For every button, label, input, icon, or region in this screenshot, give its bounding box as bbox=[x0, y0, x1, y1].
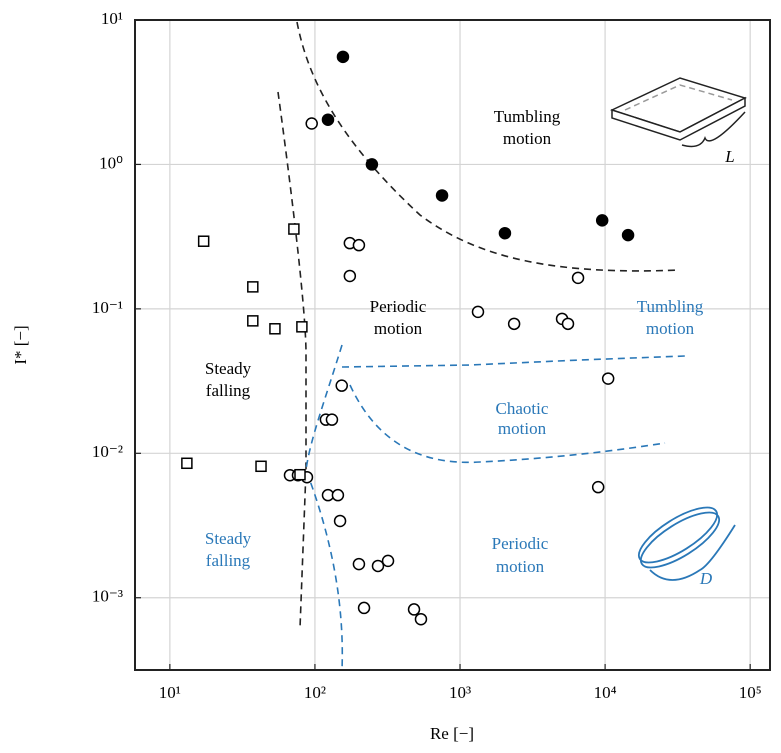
data-point bbox=[321, 113, 335, 126]
data-point bbox=[343, 269, 357, 283]
y-axis-label: I* [−] bbox=[11, 325, 30, 364]
data-point bbox=[333, 514, 347, 528]
plot-frame bbox=[134, 19, 771, 671]
data-point bbox=[181, 457, 193, 470]
annotation: Periodic bbox=[492, 534, 549, 553]
data-point bbox=[255, 460, 267, 473]
y-tick-label: 10⁻¹ bbox=[92, 298, 123, 317]
boundary-curve bbox=[277, 91, 307, 629]
data-point bbox=[269, 323, 281, 335]
data-point bbox=[288, 223, 300, 235]
boundary-curve bbox=[341, 355, 686, 368]
data-point bbox=[296, 321, 308, 333]
x-tick-label: 10³ bbox=[449, 683, 471, 702]
data-point bbox=[595, 214, 609, 227]
data-point bbox=[381, 554, 395, 568]
data-point bbox=[571, 271, 585, 285]
data-point bbox=[498, 226, 512, 240]
data-point bbox=[331, 488, 345, 502]
x-axis-label: Re [−] bbox=[430, 724, 474, 743]
boundary-curve bbox=[349, 384, 666, 464]
annotation: Steady bbox=[205, 529, 252, 548]
y-tick-label: 10⁻² bbox=[92, 442, 123, 461]
annotation: motion bbox=[646, 319, 695, 338]
data-point bbox=[601, 372, 615, 385]
data-point bbox=[414, 612, 428, 626]
data-point bbox=[371, 559, 385, 573]
x-tick-label: 10⁵ bbox=[739, 683, 762, 702]
data-point bbox=[197, 235, 210, 247]
y-tick-label: 10⁻³ bbox=[92, 587, 123, 606]
data-point bbox=[357, 601, 371, 615]
data-point bbox=[325, 413, 339, 426]
annotation: Tumbling bbox=[494, 107, 561, 126]
data-point bbox=[435, 189, 449, 202]
boundary-curve bbox=[305, 344, 344, 671]
data-point bbox=[561, 317, 575, 331]
data-point bbox=[335, 379, 348, 392]
plate-icon bbox=[609, 77, 747, 148]
x-tick-label: 10² bbox=[304, 683, 326, 702]
annotation: D bbox=[699, 569, 713, 588]
annotation: motion bbox=[503, 129, 552, 148]
data-point bbox=[507, 317, 521, 331]
data-point bbox=[365, 158, 379, 171]
data-point bbox=[247, 281, 259, 293]
data-point bbox=[407, 603, 421, 616]
annotation: falling bbox=[206, 381, 251, 400]
data-point bbox=[621, 228, 635, 242]
x-tick-label: 10¹ bbox=[159, 683, 181, 702]
annotation: motion bbox=[496, 557, 545, 576]
data-point bbox=[294, 468, 306, 481]
annotation: Chaotic bbox=[496, 399, 549, 418]
data-point bbox=[352, 238, 366, 252]
data-point bbox=[305, 117, 318, 130]
annotation: Tumbling bbox=[637, 297, 704, 316]
boundary-curve bbox=[296, 21, 681, 272]
data-point bbox=[471, 305, 485, 319]
data-point bbox=[336, 50, 350, 64]
annotation: Periodic bbox=[370, 297, 427, 316]
annotation: falling bbox=[206, 551, 251, 570]
disk-icon bbox=[638, 506, 736, 581]
data-point bbox=[591, 480, 605, 494]
x-tick-label: 10⁴ bbox=[594, 683, 617, 702]
data-point bbox=[352, 557, 366, 571]
y-tick-label: 10⁰ bbox=[99, 153, 123, 172]
annotation: L bbox=[724, 147, 734, 166]
annotation: motion bbox=[374, 319, 423, 338]
data-point bbox=[247, 315, 259, 327]
annotation: Steady bbox=[205, 359, 252, 378]
annotation: motion bbox=[498, 419, 547, 438]
y-tick-label: 10¹ bbox=[101, 9, 123, 28]
